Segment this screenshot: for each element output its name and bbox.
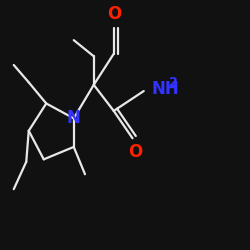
Text: N: N <box>67 109 81 127</box>
Text: O: O <box>106 5 121 23</box>
Text: NH: NH <box>151 80 179 98</box>
Text: O: O <box>128 143 142 161</box>
Text: 2: 2 <box>169 76 177 88</box>
